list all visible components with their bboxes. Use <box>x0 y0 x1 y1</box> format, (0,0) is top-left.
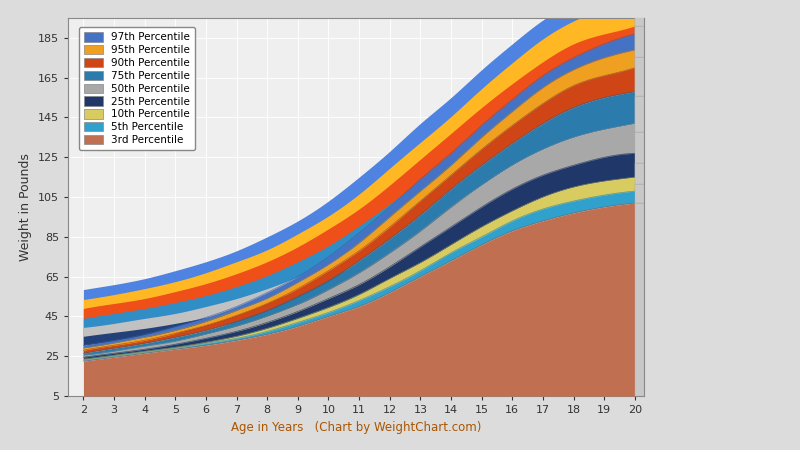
Polygon shape <box>635 1 644 68</box>
Polygon shape <box>635 132 644 177</box>
Polygon shape <box>635 26 644 92</box>
Polygon shape <box>635 0 644 50</box>
Y-axis label: Weight in Pounds: Weight in Pounds <box>19 153 32 261</box>
Polygon shape <box>635 57 644 123</box>
Polygon shape <box>635 163 644 191</box>
Polygon shape <box>635 184 644 203</box>
Polygon shape <box>635 95 644 153</box>
Legend: 97th Percentile, 95th Percentile, 90th Percentile, 75th Percentile, 50th Percent: 97th Percentile, 95th Percentile, 90th P… <box>79 27 195 150</box>
X-axis label: Age in Years   (Chart by WeightChart.com): Age in Years (Chart by WeightChart.com) <box>231 421 481 434</box>
Polygon shape <box>635 203 644 396</box>
